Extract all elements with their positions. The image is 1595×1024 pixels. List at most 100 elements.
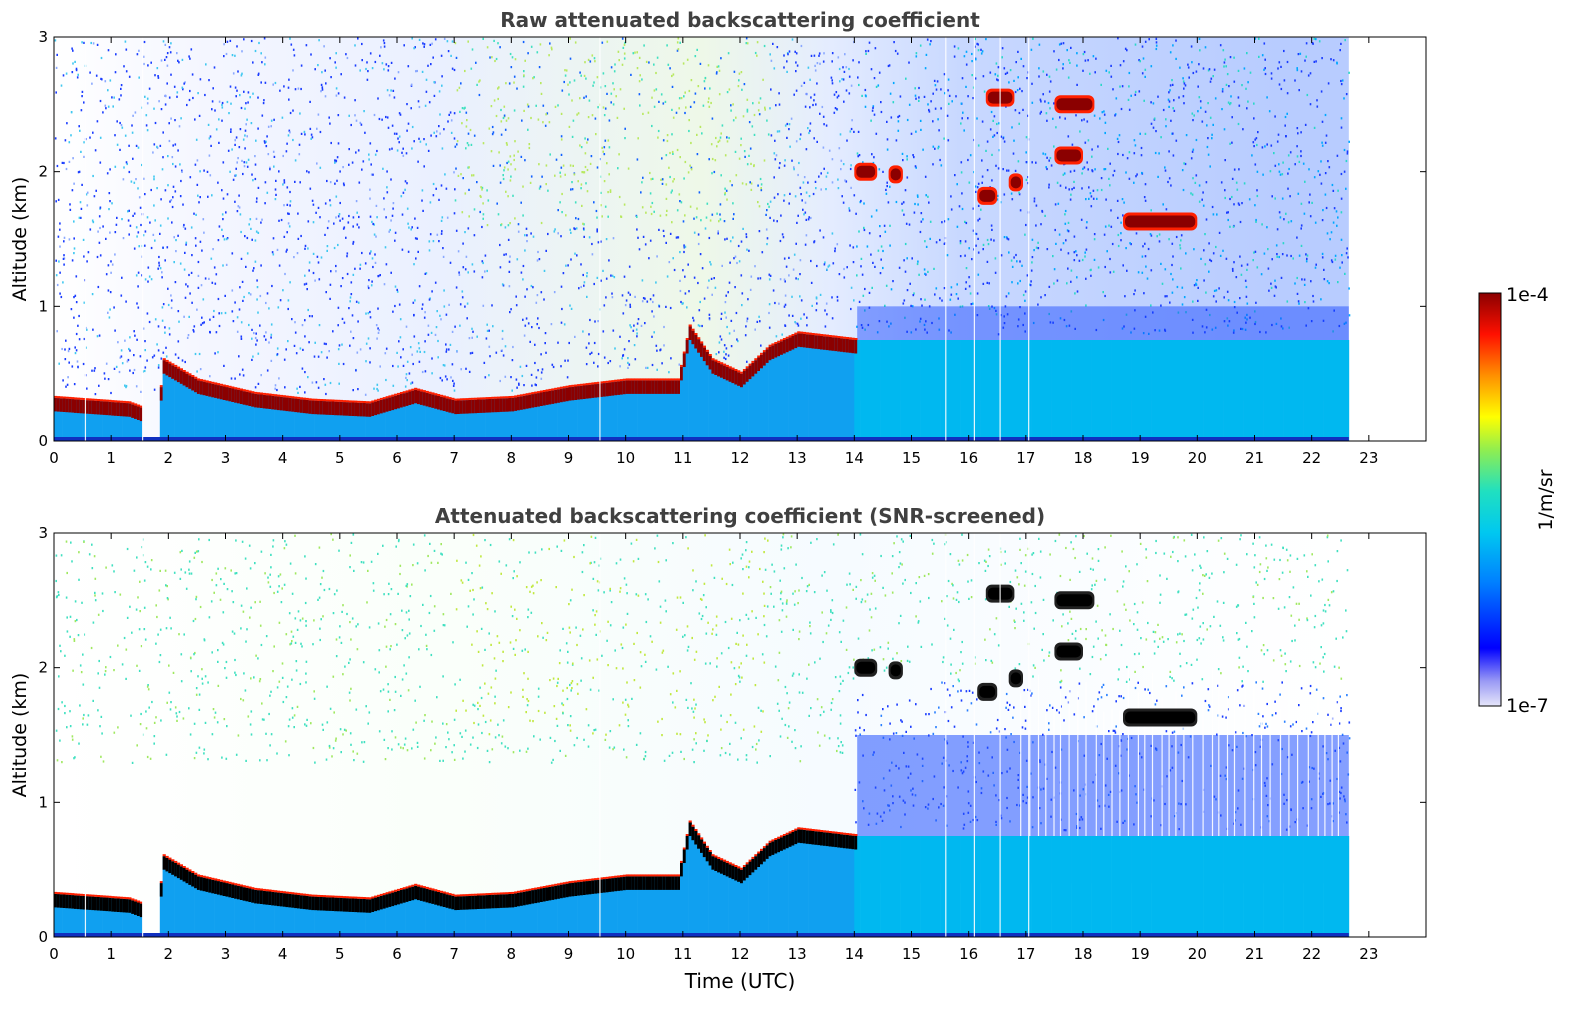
noise-speckle	[308, 261, 311, 264]
noise-speckle	[1183, 162, 1185, 165]
noise-speckle	[1117, 152, 1119, 156]
noise-speckle	[662, 229, 665, 232]
noise-speckle	[1100, 177, 1103, 180]
noise-speckle	[889, 185, 891, 188]
noise-speckle	[588, 342, 590, 345]
boundary-layer-column	[905, 340, 909, 441]
boundary-layer-column	[631, 380, 635, 441]
boundary-layer-edge	[185, 371, 189, 374]
noise-speckle	[422, 42, 424, 45]
boundary-layer-edge	[845, 337, 849, 339]
noise-speckle	[590, 351, 593, 354]
noise-speckle	[799, 273, 801, 276]
noise-speckle	[92, 42, 95, 45]
noise-speckle	[1227, 218, 1229, 222]
noise-speckle	[427, 149, 430, 152]
noise-speckle	[1280, 317, 1282, 320]
noise-speckle	[1022, 65, 1025, 68]
boundary-layer-column	[208, 383, 212, 441]
noise-speckle	[541, 175, 543, 178]
noise-speckle	[312, 252, 315, 255]
noise-speckle	[668, 166, 670, 169]
noise-speckle	[169, 200, 171, 203]
noise-speckle	[1226, 317, 1229, 320]
noise-speckle	[514, 168, 517, 171]
noise-speckle	[1082, 53, 1085, 56]
noise-speckle	[836, 96, 839, 99]
noise-speckle	[286, 186, 289, 189]
noise-speckle	[176, 91, 179, 94]
noise-speckle	[1237, 122, 1240, 126]
noise-speckle	[467, 132, 470, 135]
boundary-layer-edge	[465, 398, 469, 401]
boundary-layer-edge	[219, 383, 223, 386]
noise-speckle	[679, 156, 681, 159]
noise-speckle	[735, 116, 737, 119]
noise-speckle	[1139, 132, 1141, 135]
noise-speckle	[350, 330, 352, 333]
noise-speckle	[184, 251, 186, 254]
noise-speckle	[354, 114, 356, 117]
noise-speckle	[757, 109, 760, 112]
boundary-layer-top	[685, 340, 689, 354]
noise-speckle	[509, 155, 512, 158]
noise-speckle	[435, 187, 437, 190]
noise-speckle	[1142, 245, 1144, 248]
noise-speckle	[1211, 137, 1213, 140]
noise-speckle	[215, 273, 218, 276]
noise-speckle	[644, 243, 647, 246]
boundary-layer-top	[737, 372, 741, 386]
noise-speckle	[703, 80, 706, 83]
noise-speckle	[985, 149, 987, 152]
boundary-layer-edge	[574, 384, 578, 387]
boundary-layer-column	[568, 387, 572, 441]
noise-speckle	[125, 386, 127, 389]
noise-speckle	[427, 333, 430, 336]
boundary-layer-edge	[625, 378, 629, 381]
noise-speckle	[479, 210, 481, 214]
noise-speckle	[194, 237, 197, 240]
noise-speckle	[957, 297, 959, 300]
boundary-layer-edge	[525, 393, 529, 396]
boundary-layer-edge	[688, 324, 692, 327]
noise-speckle	[1204, 110, 1207, 113]
noise-speckle	[1246, 302, 1249, 305]
boundary-layer-edge	[697, 337, 701, 340]
boundary-layer-top	[354, 402, 358, 417]
noise-speckle	[666, 44, 668, 47]
boundary-layer-top	[834, 337, 838, 352]
noise-speckle	[1133, 327, 1136, 330]
noise-speckle	[1155, 41, 1158, 44]
boundary-layer-edge	[408, 389, 412, 392]
noise-speckle	[223, 43, 225, 46]
noise-speckle	[685, 106, 687, 109]
boundary-layer-column	[308, 400, 312, 441]
noise-speckle	[786, 60, 788, 63]
noise-speckle	[994, 271, 997, 274]
noise-speckle	[709, 219, 712, 222]
boundary-layer-edge	[539, 390, 544, 393]
boundary-layer-edge	[511, 395, 515, 398]
boundary-layer-column	[339, 401, 343, 441]
boundary-layer-edge	[299, 397, 303, 400]
noise-speckle	[180, 117, 182, 120]
noise-speckle	[974, 77, 977, 80]
noise-speckle	[957, 47, 960, 50]
noise-speckle	[335, 160, 337, 164]
noise-speckle	[370, 250, 372, 253]
noise-speckle	[1303, 278, 1306, 281]
noise-speckle	[505, 253, 507, 256]
boundary-layer-column	[860, 340, 864, 441]
noise-speckle	[1160, 136, 1162, 139]
noise-speckle	[308, 341, 310, 344]
noise-speckle	[702, 104, 705, 107]
noise-speckle	[75, 67, 78, 70]
noise-speckle	[816, 264, 818, 268]
noise-speckle	[511, 359, 514, 362]
noise-speckle	[618, 153, 620, 156]
noise-speckle	[1336, 224, 1338, 227]
boundary-layer-top	[368, 403, 372, 417]
noise-speckle	[814, 180, 817, 183]
noise-speckle	[221, 119, 223, 122]
